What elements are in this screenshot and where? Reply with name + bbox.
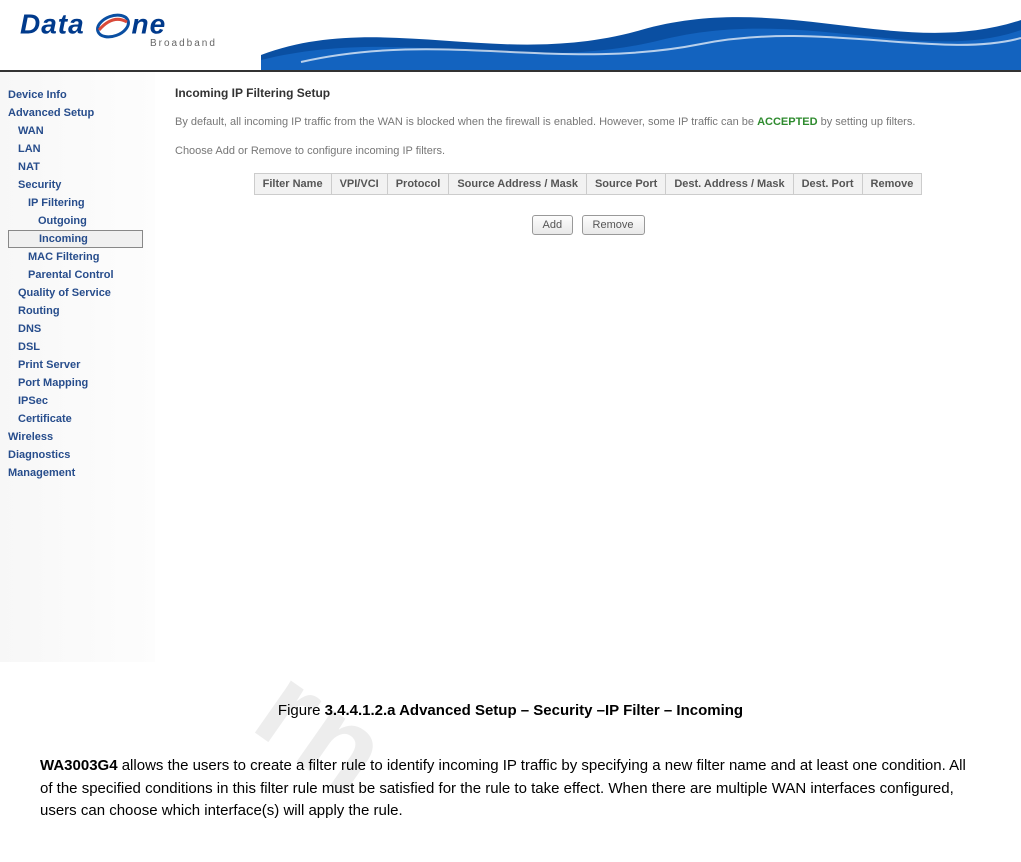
logo-subtitle: Broadband [150, 38, 217, 49]
intro-text: By default, all incoming IP traffic from… [175, 114, 1001, 131]
column-header: Filter Name [254, 174, 331, 195]
sidebar-item-nat[interactable]: NAT [8, 158, 155, 176]
filter-table-header-row: Filter NameVPI/VCIProtocolSource Address… [254, 174, 922, 195]
sidebar-item-print-server[interactable]: Print Server [8, 356, 155, 374]
para-text: allows the users to create a filter rule… [40, 757, 966, 819]
filter-table: Filter NameVPI/VCIProtocolSource Address… [254, 173, 923, 195]
column-header: Dest. Port [793, 174, 862, 195]
document-caption-area: rn Figure 3.4.4.1.2.a Advanced Setup – S… [0, 702, 1021, 823]
caption-prefix: Figure [278, 702, 325, 719]
sidebar-item-ip-filtering[interactable]: IP Filtering [8, 194, 155, 212]
add-button[interactable]: Add [532, 215, 574, 235]
sidebar-item-wan[interactable]: WAN [8, 122, 155, 140]
sidebar-item-incoming[interactable]: Incoming [8, 230, 143, 248]
column-header: Dest. Address / Mask [666, 174, 793, 195]
intro-pre: By default, all incoming IP traffic from… [175, 116, 757, 128]
sidebar-item-quality-of-service[interactable]: Quality of Service [8, 284, 155, 302]
sidebar-item-lan[interactable]: LAN [8, 140, 155, 158]
sidebar-item-security[interactable]: Security [8, 176, 155, 194]
page-title: Incoming IP Filtering Setup [175, 86, 1001, 100]
logo-swirl-icon [95, 8, 131, 44]
figure-caption: Figure 3.4.4.1.2.a Advanced Setup – Secu… [40, 702, 981, 719]
sidebar-item-diagnostics[interactable]: Diagnostics [8, 446, 155, 464]
logo: Data ne [20, 8, 166, 44]
intro-accepted: ACCEPTED [757, 116, 818, 128]
remove-button[interactable]: Remove [582, 215, 645, 235]
column-header: Remove [862, 174, 922, 195]
sidebar-item-parental-control[interactable]: Parental Control [8, 266, 155, 284]
sidebar-item-routing[interactable]: Routing [8, 302, 155, 320]
body-paragraph: WA3003G4 allows the users to create a fi… [40, 755, 981, 823]
sidebar-item-ipsec[interactable]: IPSec [8, 392, 155, 410]
sidebar-item-certificate[interactable]: Certificate [8, 410, 155, 428]
column-header: Source Address / Mask [449, 174, 587, 195]
sidebar-item-outgoing[interactable]: Outgoing [8, 212, 155, 230]
sidebar-item-device-info[interactable]: Device Info [8, 86, 155, 104]
intro-post: by setting up filters. [818, 116, 916, 128]
sidebar-item-advanced-setup[interactable]: Advanced Setup [8, 104, 155, 122]
button-row: Add Remove [175, 215, 1001, 235]
logo-text-ne: ne [131, 8, 166, 39]
header-swoosh-graphic [261, 0, 1021, 70]
para-lead: WA3003G4 [40, 757, 118, 774]
instruction-text: Choose Add or Remove to configure incomi… [175, 143, 1001, 160]
caption-bold: 3.4.4.1.2.a Advanced Setup – Security –I… [325, 702, 744, 719]
page-body: Device InfoAdvanced SetupWANLANNATSecuri… [0, 72, 1021, 662]
sidebar-item-management[interactable]: Management [8, 464, 155, 482]
sidebar-item-dsl[interactable]: DSL [8, 338, 155, 356]
column-header: Source Port [586, 174, 665, 195]
sidebar-item-mac-filtering[interactable]: MAC Filtering [8, 248, 155, 266]
header: Data ne Broadband [0, 0, 1021, 70]
sidebar-item-dns[interactable]: DNS [8, 320, 155, 338]
sidebar-item-port-mapping[interactable]: Port Mapping [8, 374, 155, 392]
main-content: Incoming IP Filtering Setup By default, … [155, 72, 1021, 235]
column-header: Protocol [387, 174, 449, 195]
sidebar: Device InfoAdvanced SetupWANLANNATSecuri… [0, 72, 155, 662]
column-header: VPI/VCI [331, 174, 387, 195]
logo-text-data: Data [20, 8, 85, 39]
sidebar-item-wireless[interactable]: Wireless [8, 428, 155, 446]
